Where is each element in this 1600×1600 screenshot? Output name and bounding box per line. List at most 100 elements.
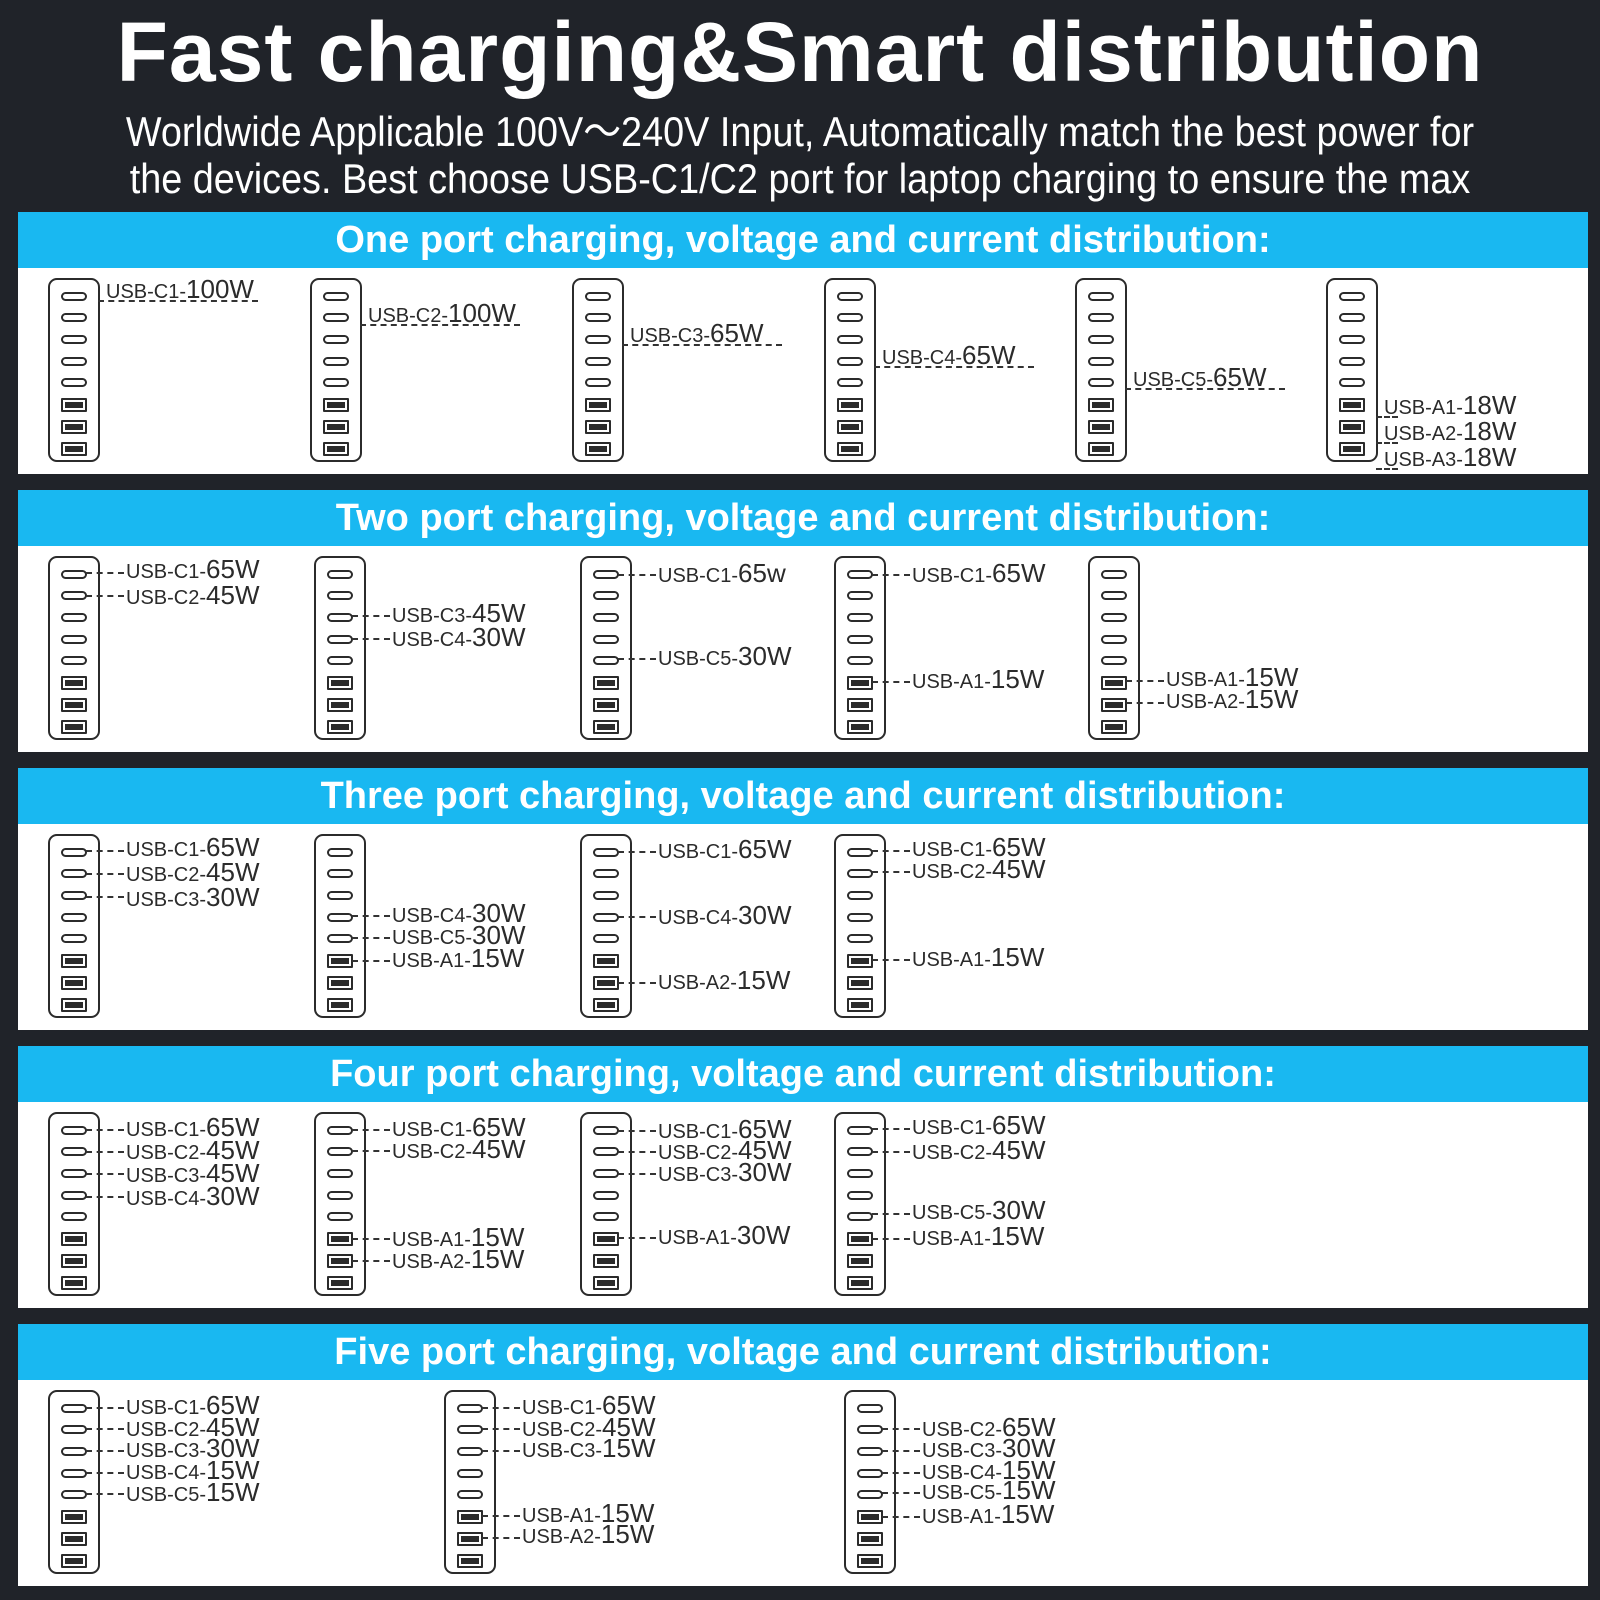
- section-body: USB-C1-65W USB-C2-45W USB-C3-30W USB-C4-15W…: [18, 1380, 1588, 1586]
- port-power-label: USB-C2-100W: [368, 300, 516, 331]
- port-power: 65w: [738, 558, 786, 588]
- port-power: 18W: [1462, 416, 1517, 446]
- leader-line: [618, 1130, 656, 1132]
- port-name: USB-C2: [912, 861, 986, 883]
- separator: -: [465, 629, 473, 651]
- charger-diagram: [310, 278, 362, 462]
- port-name: USB-C1: [912, 839, 986, 861]
- usb-a-port-icon: [1339, 398, 1365, 412]
- usb-c-port-icon: [1101, 612, 1127, 622]
- port-name: USB-C4: [126, 1188, 200, 1210]
- port-power-label: USB-C3-45W: [392, 600, 526, 631]
- usb-c-port-icon: [61, 1125, 87, 1135]
- port-name: USB-C5: [126, 1484, 200, 1506]
- separator: -: [985, 1202, 993, 1224]
- separator: -: [703, 325, 711, 347]
- port-power-label: USB-A2-18W: [1384, 418, 1516, 449]
- section-body: USB-C1-65W USB-C2-45W USB-C3-45W USB-C4-30W…: [18, 546, 1588, 752]
- port-power: 45W: [472, 598, 526, 628]
- port-power: 65W: [472, 1112, 526, 1142]
- usb-c-port-icon: [457, 1403, 483, 1413]
- leader-line: [86, 1472, 124, 1474]
- usb-a-port-icon: [1339, 420, 1365, 434]
- usb-c-port-icon: [593, 612, 619, 622]
- usb-c-port-icon: [61, 1424, 87, 1434]
- port-power: 65W: [1002, 1412, 1056, 1442]
- port-name: USB-C5: [922, 1482, 996, 1504]
- usb-c-port-icon: [847, 1146, 873, 1156]
- port-name: USB-C3: [126, 1440, 200, 1462]
- port-power-label: USB-C1-100W: [106, 276, 254, 307]
- port-power-label: USB-C3-15W: [522, 1435, 656, 1466]
- port-power: 65W: [206, 1112, 260, 1142]
- usb-a-port-icon: [837, 442, 863, 456]
- port-name: USB-C2: [126, 1142, 200, 1164]
- separator: -: [464, 1251, 471, 1273]
- usb-a-port-icon: [857, 1532, 883, 1546]
- port-power: 30W: [738, 1157, 792, 1187]
- separator: -: [985, 1117, 993, 1139]
- usb-c-port-icon: [593, 933, 619, 943]
- separator: -: [199, 1142, 207, 1164]
- usb-a-port-icon: [327, 998, 353, 1012]
- usb-c-port-icon: [323, 291, 349, 301]
- port-name: USB-A2: [1166, 691, 1239, 713]
- usb-a-port-icon: [1339, 442, 1365, 456]
- leader-line: [882, 1450, 920, 1452]
- leader-line: [872, 850, 910, 852]
- port-power: 45W: [738, 1135, 792, 1165]
- usb-c-port-icon: [61, 312, 87, 322]
- usb-a-port-icon: [847, 1254, 873, 1268]
- port-name: USB-C5: [1133, 369, 1207, 391]
- port-power-label: USB-A2-15W: [658, 967, 790, 998]
- usb-c-port-icon: [1088, 356, 1114, 366]
- port-name: USB-A1: [912, 949, 985, 971]
- separator: -: [731, 841, 739, 863]
- port-name: USB-C2: [658, 1142, 732, 1164]
- port-name: USB-C1: [912, 1117, 986, 1139]
- separator: -: [595, 1419, 603, 1441]
- charger-diagram: [314, 834, 366, 1018]
- usb-c-port-icon: [593, 634, 619, 644]
- port-power-label: USB-C1-65W: [522, 1392, 656, 1423]
- leader-line: [86, 1493, 124, 1495]
- section-heading: Two port charging, voltage and current d…: [18, 490, 1588, 546]
- leader-line: [882, 1516, 920, 1518]
- separator: -: [199, 889, 207, 911]
- port-name: USB-C1: [126, 1119, 200, 1141]
- port-name: USB-C4: [126, 1462, 200, 1484]
- separator: -: [199, 1119, 207, 1141]
- port-power: 30W: [472, 898, 526, 928]
- usb-a-port-icon: [61, 698, 87, 712]
- usb-a-port-icon: [593, 998, 619, 1012]
- port-power: 15W: [990, 664, 1045, 694]
- port-power-label: USB-C1-65W: [126, 834, 260, 865]
- usb-a-port-icon: [327, 698, 353, 712]
- leader-line: [86, 1407, 124, 1409]
- usb-a-port-icon: [327, 1232, 353, 1246]
- port-name: USB-C1: [658, 841, 732, 863]
- port-power: 45W: [206, 1135, 260, 1165]
- separator: -: [984, 671, 991, 693]
- port-name: USB-A1: [658, 1227, 731, 1249]
- port-power: 15W: [600, 1498, 655, 1528]
- usb-c-port-icon: [327, 890, 353, 900]
- port-name: USB-C5: [392, 927, 466, 949]
- usb-c-port-icon: [327, 1168, 353, 1178]
- port-power-label: USB-C5-30W: [658, 643, 792, 674]
- charger-diagram: [444, 1390, 496, 1574]
- usb-c-port-icon: [1339, 356, 1365, 366]
- usb-a-port-icon: [323, 398, 349, 412]
- port-name: USB-C3: [630, 325, 704, 347]
- charger-diagram: [314, 1112, 366, 1296]
- usb-c-port-icon: [323, 312, 349, 322]
- separator: -: [984, 949, 991, 971]
- port-power: 30W: [206, 1433, 260, 1463]
- port-power-label: USB-C2-45W: [126, 1414, 260, 1445]
- usb-a-port-icon: [1101, 698, 1127, 712]
- usb-c-port-icon: [1339, 312, 1365, 322]
- usb-c-port-icon: [61, 1446, 87, 1456]
- usb-c-port-icon: [585, 291, 611, 301]
- usb-c-port-icon: [327, 847, 353, 857]
- usb-c-port-icon: [61, 912, 87, 922]
